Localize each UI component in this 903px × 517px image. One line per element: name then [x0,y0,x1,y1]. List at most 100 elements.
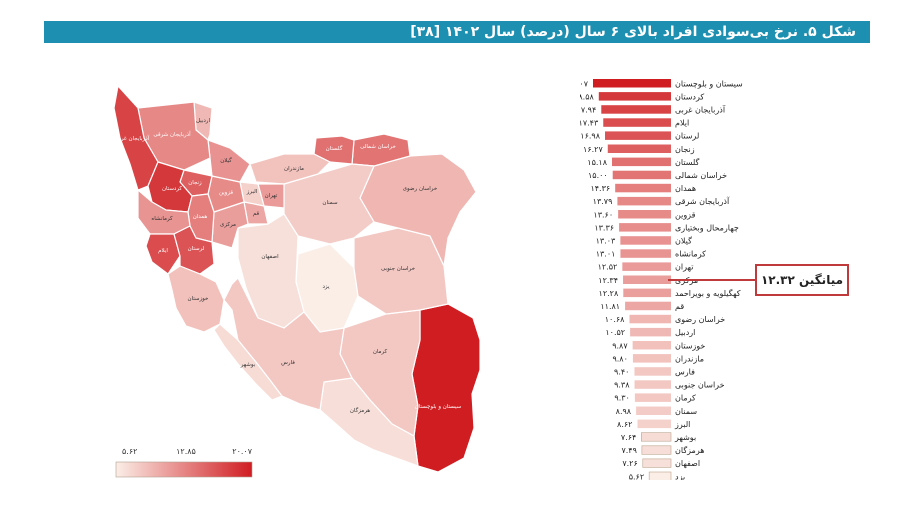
bar [630,327,671,337]
bar [598,92,671,101]
province-label: سمنان [322,200,338,206]
bar-category-label: بوشهر [674,433,696,442]
province-label: اصفهان [261,254,279,260]
bar [648,471,672,480]
bar [593,79,671,88]
bar-value-label: ۱۸.۵۸ [580,92,594,101]
province-label: یزد [322,284,329,290]
province-fars [223,277,353,411]
bar-category-label: قم [675,302,684,311]
average-marker-line [668,279,756,281]
bar-value-label: ۲۰.۰۷ [580,79,589,88]
legend-max-label: ۲۰.۰۷ [232,447,252,456]
bar-value-label: ۷.۲۶ [622,459,637,468]
province-label: خراسان جنوبی [381,266,415,272]
bar [642,458,672,468]
bar-category-label: ایلام [675,119,689,128]
province-label: زنجان [188,180,202,186]
bar-category-label: همدان [675,184,696,193]
bar-category-label: اصفهان [675,459,700,468]
bar [603,118,671,127]
bar-category-label: گیلان [675,236,692,246]
province-label: اردبیل [196,118,210,124]
bar-category-label: کرمان [675,394,696,403]
bar-category-label: اردبیل [675,328,695,337]
bar [605,131,671,140]
bar [607,144,671,153]
bar [641,432,672,442]
bar-category-label: کرمانشاه [675,250,706,259]
average-callout: میانگین ۱۲.۳۲ [755,264,849,296]
bar [620,249,671,258]
province-label: کردستان [162,185,182,192]
province-label: مرکزی [220,221,236,228]
province-label: خراسان شمالی [360,144,396,150]
bar-value-label: ۹.۸۰ [612,354,627,363]
bar-value-label: ۱۳.۷۹ [593,197,613,206]
bar-value-label: ۱۲.۲۸ [599,289,619,298]
province-hormozgan [319,377,419,467]
province-label: بوشهر [240,362,256,368]
bar-value-label: ۷.۶۴ [621,433,636,442]
bar [636,406,671,415]
province-label: آذربایجان شرقی [153,131,191,138]
bar-value-label: ۹.۳۰ [614,394,629,403]
bar-value-label: ۱۲.۳۴ [598,276,618,285]
bar [632,341,671,350]
bar [623,288,671,298]
province-label: مازندران [284,166,304,172]
bar-value-label: ۱۶.۲۷ [583,145,603,154]
bar-value-label: ۱۵.۰۰ [588,171,608,180]
bar-category-label: هرمزگان [675,445,704,455]
province-label: همدان [193,214,208,220]
province-label: قزوین [219,190,233,196]
province-label: البرز [246,189,258,195]
bar [632,354,671,363]
legend-gradient-bar [115,461,253,478]
bar-category-label: خراسان جنوبی [675,381,725,390]
iran-choropleth-map: سیستان و بلوچستان کرمان هرمزگان یزد خراسان ج… [113,85,481,473]
province-label: خراسان رضوی [403,186,438,192]
bar-category-label: سیستان و بلوچستان [675,79,743,88]
bar-value-label: ۱۲.۵۲ [598,263,618,272]
bar-value-label: ۱۰.۵۲ [605,328,625,337]
color-legend: ۵.۶۲ ۱۲.۸۵ ۲۰.۰۷ [115,447,253,478]
bar-value-label: ۸.۹۸ [616,407,632,416]
bar [615,183,671,193]
bar-category-label: خوزستان [675,341,705,350]
bar [623,275,671,284]
bar [634,380,671,389]
province-label: سیستان و بلوچستان [415,404,462,410]
bar-category-label: سمنان [675,407,697,416]
bar [618,210,671,219]
province-label: هرمزگان [350,407,370,414]
bar-chart: سیستان و بلوچستان ۲۰.۰۷ کردستان ۱۸.۵۸ آذربای… [580,79,743,480]
legend-min-label: ۵.۶۲ [122,447,137,456]
bar-category-label: گلستان [675,157,700,167]
bar-value-label: ۱۳.۳۶ [594,223,614,232]
bar-value-label: ۵.۶۲ [629,472,644,480]
bar-value-label: ۱۶.۹۸ [580,132,600,141]
bar-category-label: تهران [675,263,693,272]
bar-value-label: ۱۳.۰۳ [596,237,616,246]
province-sistan [411,303,481,473]
bar-category-label: مازندران [675,354,704,363]
bar-value-label: ۹.۸۷ [612,341,628,350]
province-lorestan [173,225,215,275]
bar-category-label: کردستان [675,92,704,101]
bar [612,170,671,180]
province-label: فارس [281,360,295,366]
bar-value-label: ۸.۶۲ [617,420,632,429]
bar-category-label: یزد [675,472,685,480]
bar-category-label: لرستان [675,132,699,141]
figure-title: شکل ۵. نرخ بی‌سوادی افراد بالای ۶ سال (د… [44,21,870,43]
legend-mid-label: ۱۲.۸۵ [176,447,196,456]
province-label: ایلام [158,248,168,254]
bar-category-label: کهگیلویه و بویراحمد [675,288,741,298]
bar [637,419,671,429]
bar-category-label: خراسان شمالی [675,171,727,180]
province-label: لرستان [188,246,205,252]
province-label: تهران [265,193,278,199]
bar [620,236,671,245]
bar [612,157,671,167]
